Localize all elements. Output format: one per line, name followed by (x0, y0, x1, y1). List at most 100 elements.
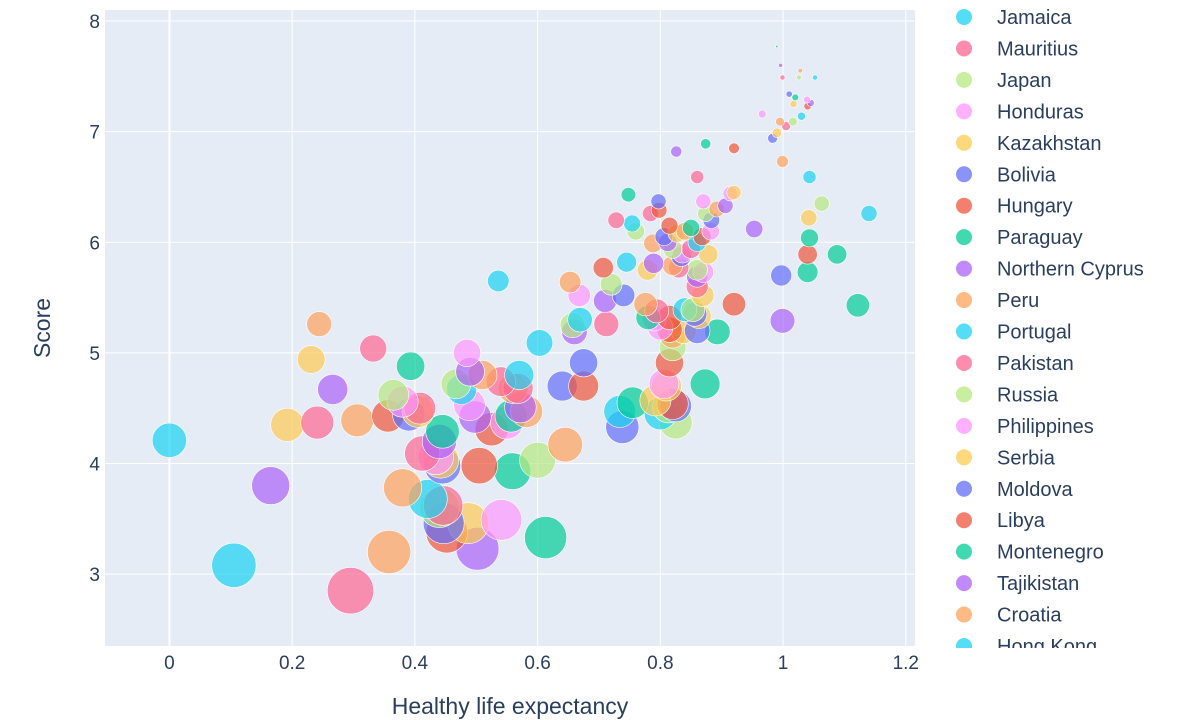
legend-item[interactable]: Tajikistan (956, 573, 1079, 595)
legend-marker-icon (956, 260, 972, 277)
bubble-point[interactable] (620, 187, 637, 203)
bubble-point[interactable] (425, 414, 460, 449)
bubble-point[interactable] (796, 261, 819, 283)
legend-marker-icon (956, 166, 972, 183)
bubble-point[interactable] (567, 307, 593, 333)
bubble-point[interactable] (771, 127, 783, 138)
bubble-point[interactable] (317, 373, 349, 405)
legend-item[interactable]: Paraguay (956, 227, 1083, 249)
bubble-point[interactable] (487, 269, 510, 293)
legend-item[interactable]: Russia (956, 384, 1059, 406)
bubble-point[interactable] (695, 193, 712, 210)
bubble-point[interactable] (660, 216, 679, 235)
bubble-point[interactable] (340, 403, 374, 438)
bubble-point[interactable] (396, 351, 426, 381)
bubble-point[interactable] (802, 170, 817, 184)
bubble-point[interactable] (670, 145, 683, 158)
legend-item[interactable]: Moldova (956, 479, 1073, 501)
bubble-point[interactable] (800, 209, 818, 227)
legend-item[interactable]: Hong Kong (956, 636, 1097, 658)
bubble-point[interactable] (791, 93, 799, 102)
bubble-point[interactable] (460, 447, 498, 485)
bubble-point[interactable] (726, 185, 742, 201)
legend-item[interactable]: Northern Cyprus (956, 259, 1144, 281)
legend-item[interactable]: Bolivia (956, 164, 1057, 186)
legend-item[interactable]: Montenegro (956, 542, 1104, 564)
bubble-point[interactable] (788, 116, 798, 127)
bubble-point[interactable] (682, 218, 700, 237)
bubble-point[interactable] (769, 308, 796, 334)
bubble-point[interactable] (607, 211, 625, 229)
bubble-point[interactable] (650, 193, 667, 210)
bubble-point[interactable] (558, 271, 582, 294)
bubble-point[interactable] (519, 441, 556, 479)
bubble-point[interactable] (796, 74, 802, 81)
legend-item[interactable]: Jamaica (956, 7, 1072, 29)
bubble-point[interactable] (383, 468, 423, 508)
bubble-point[interactable] (326, 567, 374, 615)
bubble-point[interactable] (616, 251, 637, 273)
bubble-point[interactable] (775, 44, 779, 49)
legend-item[interactable]: Hungary (956, 196, 1073, 218)
legend-item[interactable]: Serbia (956, 447, 1056, 469)
bubble-point[interactable] (592, 257, 614, 279)
bubble-point[interactable] (797, 68, 803, 74)
bubble-point[interactable] (845, 293, 870, 318)
bubble-point[interactable] (775, 116, 785, 127)
bubble-point[interactable] (569, 348, 599, 378)
bubble-point[interactable] (547, 427, 583, 463)
bubble-point[interactable] (789, 100, 798, 108)
bubble-point[interactable] (770, 264, 793, 287)
bubble-point[interactable] (643, 252, 665, 274)
bubble-point[interactable] (593, 311, 620, 337)
bubble-point[interactable] (623, 214, 641, 233)
legend-item[interactable]: Peru (956, 290, 1039, 312)
bubble-point[interactable] (504, 360, 535, 390)
bubble-point[interactable] (827, 244, 848, 265)
bubble-point[interactable] (745, 220, 764, 239)
bubble-point[interactable] (797, 244, 818, 265)
bubble-point[interactable] (757, 109, 767, 119)
bubble-point[interactable] (721, 292, 746, 317)
bubble-point[interactable] (300, 405, 335, 440)
bubble-point[interactable] (689, 368, 721, 400)
legend-item[interactable]: Croatia (956, 605, 1062, 627)
legend[interactable]: Jamaica Mauritius Japan Honduras Kazakhstan B… (956, 7, 1144, 658)
bubble-point[interactable] (813, 195, 830, 212)
bubble-point[interactable] (452, 338, 481, 367)
bubble-point[interactable] (633, 292, 658, 317)
bubble-point[interactable] (800, 228, 819, 248)
bubble-point[interactable] (776, 155, 789, 168)
bubble-point[interactable] (779, 74, 786, 81)
bubble-point[interactable] (860, 205, 878, 222)
bubble-point[interactable] (377, 379, 410, 411)
bubble-point[interactable] (367, 529, 412, 574)
bubble-point[interactable] (480, 499, 523, 541)
legend-item[interactable]: Pakistan (956, 353, 1074, 375)
legend-item[interactable]: Japan (956, 70, 1052, 92)
legend-item[interactable]: Mauritius (956, 38, 1078, 60)
bubble-point[interactable] (525, 329, 554, 357)
bubble-point[interactable] (524, 516, 568, 560)
legend-item[interactable]: Honduras (956, 101, 1084, 123)
bubble-point[interactable] (778, 62, 783, 68)
legend-item[interactable]: Portugal (956, 322, 1072, 344)
bubble-point[interactable] (803, 95, 811, 104)
bubble-point[interactable] (297, 345, 326, 374)
bubble-point[interactable] (270, 407, 305, 442)
bubble-point[interactable] (251, 466, 291, 505)
legend-item[interactable]: Philippines (956, 416, 1094, 438)
y-tick-label: 4 (89, 454, 100, 475)
bubble-point[interactable] (797, 111, 806, 121)
bubble-point[interactable] (812, 74, 818, 81)
bubble-point[interactable] (728, 142, 740, 155)
legend-item[interactable]: Libya (956, 510, 1046, 532)
bubble-point[interactable] (785, 90, 793, 98)
bubble-point[interactable] (690, 170, 705, 184)
bubble-point[interactable] (700, 138, 712, 150)
bubble-point[interactable] (151, 422, 187, 458)
bubble-point[interactable] (306, 311, 333, 337)
legend-item[interactable]: Kazakhstan (956, 133, 1102, 155)
bubble-point[interactable] (211, 542, 257, 588)
bubble-point[interactable] (359, 334, 388, 363)
